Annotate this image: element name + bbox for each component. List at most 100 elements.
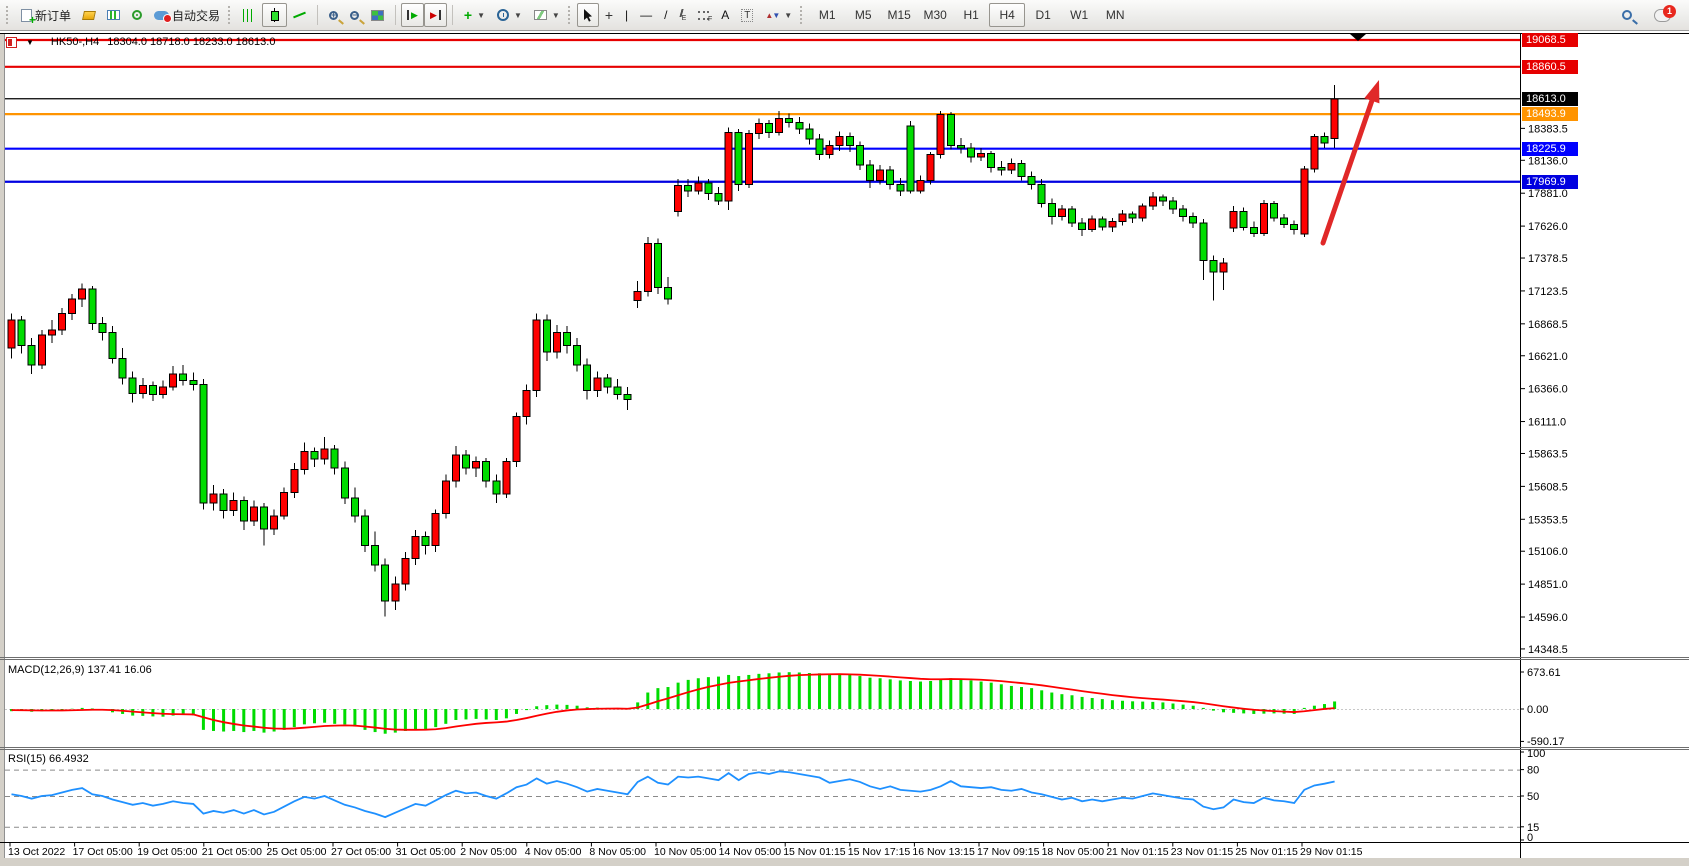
- candle-body: [159, 386, 167, 396]
- level-lines[interactable]: [5, 38, 1520, 183]
- trendline-icon: /: [664, 8, 668, 22]
- auto-trading-button[interactable]: 自动交易: [148, 3, 226, 27]
- candle-body: [108, 332, 117, 359]
- candle-body: [189, 379, 198, 385]
- candle-body: [967, 147, 975, 158]
- equidistant-channel-button[interactable]: //: [673, 3, 692, 27]
- candle-body: [1027, 176, 1036, 185]
- time-marker-triangle[interactable]: [1350, 34, 1366, 41]
- macd-axis-label: 673.61: [1527, 667, 1561, 679]
- candle-body: [795, 121, 804, 130]
- toolbar-right: 1: [1616, 3, 1685, 27]
- price-tick-label: 18136.0: [1528, 155, 1568, 167]
- candle-body: [754, 123, 763, 134]
- trend-arrow-line[interactable]: [1320, 98, 1375, 246]
- toolbar-grip[interactable]: [228, 6, 233, 24]
- candle-body: [148, 385, 157, 396]
- chart-window[interactable]: 18383.5 18136.0 17881.0 17626.0 17378.5 17123…: [0, 31, 1689, 866]
- timeframe-m1[interactable]: M1: [809, 3, 845, 27]
- candle-body: [1068, 208, 1076, 224]
- date-tick-label: 19 Oct 05:00: [137, 846, 197, 858]
- line-chart-icon: [293, 9, 306, 21]
- candle-body: [179, 373, 188, 381]
- candle-body: [1148, 196, 1157, 207]
- timeframe-mn[interactable]: MN: [1097, 3, 1133, 27]
- macd-signal-line: [11, 673, 1335, 731]
- trendline-button[interactable]: /: [658, 3, 673, 27]
- window-left-edge: [0, 33, 4, 858]
- zoom-in-button[interactable]: +: [323, 3, 344, 27]
- candle-body: [462, 454, 470, 469]
- periods-clock-icon: [496, 9, 509, 21]
- candle-body: [1280, 217, 1289, 225]
- candle-body: [684, 185, 693, 192]
- candle-body: [88, 288, 97, 325]
- auto-scroll-button[interactable]: ▶: [401, 3, 424, 27]
- toolbar-grip[interactable]: [800, 6, 805, 24]
- candlestick-chart-button[interactable]: [262, 3, 288, 27]
- text-label-button[interactable]: T: [735, 3, 759, 27]
- notification-badge: 1: [1663, 4, 1676, 18]
- candle-body: [1229, 210, 1238, 229]
- insert-group: + ▼ ▼ ▼: [458, 2, 566, 28]
- candle-body: [391, 583, 400, 602]
- templates-button[interactable]: ▼: [528, 3, 566, 27]
- price-tick-label: 16366.0: [1528, 384, 1568, 396]
- tile-windows-button[interactable]: [365, 3, 390, 27]
- candle-body: [239, 499, 248, 522]
- candle-body: [987, 152, 996, 169]
- toolbar-grip[interactable]: [567, 6, 573, 24]
- timeframe-h1[interactable]: H1: [953, 3, 989, 27]
- timeframe-m30[interactable]: M30: [917, 3, 953, 27]
- crosshair-icon: +: [604, 7, 614, 23]
- trend-arrow-head[interactable]: [1364, 80, 1380, 104]
- notifications-button[interactable]: 1: [1648, 3, 1677, 27]
- price-chart-canvas[interactable]: 18383.5 18136.0 17881.0 17626.0 17378.5 17123…: [0, 31, 1689, 866]
- candle-body: [1078, 222, 1087, 230]
- signals-button[interactable]: [126, 3, 148, 27]
- cursor-button[interactable]: [576, 3, 599, 27]
- candle-body: [401, 557, 410, 585]
- vertical-line-button[interactable]: |: [619, 3, 634, 27]
- price-tick-label: 16621.0: [1528, 351, 1568, 363]
- time-axis[interactable]: 13 Oct 2022 17 Oct 05:00 19 Oct 05:00 21 Oc…: [8, 842, 1363, 859]
- price-tick-label: 15863.5: [1528, 448, 1568, 460]
- text-button[interactable]: A: [715, 3, 735, 27]
- candle-body: [1259, 203, 1268, 234]
- date-tick-label: 21 Oct 05:00: [202, 846, 262, 858]
- candle-body: [128, 377, 137, 394]
- market-watch-button[interactable]: [77, 3, 101, 27]
- price-tick-label: 15353.5: [1528, 514, 1568, 526]
- candle-body: [310, 450, 319, 460]
- candle-body: [593, 377, 602, 392]
- candle-body: [1270, 203, 1278, 219]
- timeframe-h4[interactable]: H4: [989, 3, 1026, 27]
- zoom-out-button[interactable]: −: [344, 3, 365, 27]
- timeframe-m5[interactable]: M5: [845, 3, 881, 27]
- timeframe-w1[interactable]: W1: [1061, 3, 1097, 27]
- candle-body: [653, 243, 662, 289]
- main-toolbar: 新订单 自动交易 + −: [0, 0, 1689, 31]
- rsi-axis-label: 50: [1527, 791, 1539, 803]
- line-chart-button[interactable]: [287, 3, 312, 27]
- candle-body: [542, 319, 551, 353]
- timeframe-d1[interactable]: D1: [1025, 3, 1061, 27]
- periods-button[interactable]: ▼: [491, 3, 528, 27]
- new-chart-button[interactable]: [101, 3, 126, 27]
- fibonacci-button[interactable]: [692, 3, 715, 27]
- candle-body: [330, 448, 339, 469]
- price-tick-label: 17378.5: [1528, 253, 1568, 265]
- crosshair-button[interactable]: +: [599, 3, 619, 27]
- rsi-line: [11, 770, 1335, 819]
- bar-chart-button[interactable]: [237, 3, 262, 27]
- new-order-button[interactable]: 新订单: [15, 3, 77, 27]
- arrows-button[interactable]: ▲▼ ▼: [759, 3, 798, 27]
- price-tick-label: 14596.0: [1528, 612, 1568, 624]
- indicators-button[interactable]: + ▼: [458, 3, 491, 27]
- horizontal-line-button[interactable]: —: [634, 3, 658, 27]
- chart-shift-button[interactable]: ▶: [423, 3, 447, 27]
- toolbar-grip[interactable]: [6, 6, 11, 24]
- timeframe-m15[interactable]: M15: [881, 3, 917, 27]
- search-button[interactable]: [1616, 3, 1638, 27]
